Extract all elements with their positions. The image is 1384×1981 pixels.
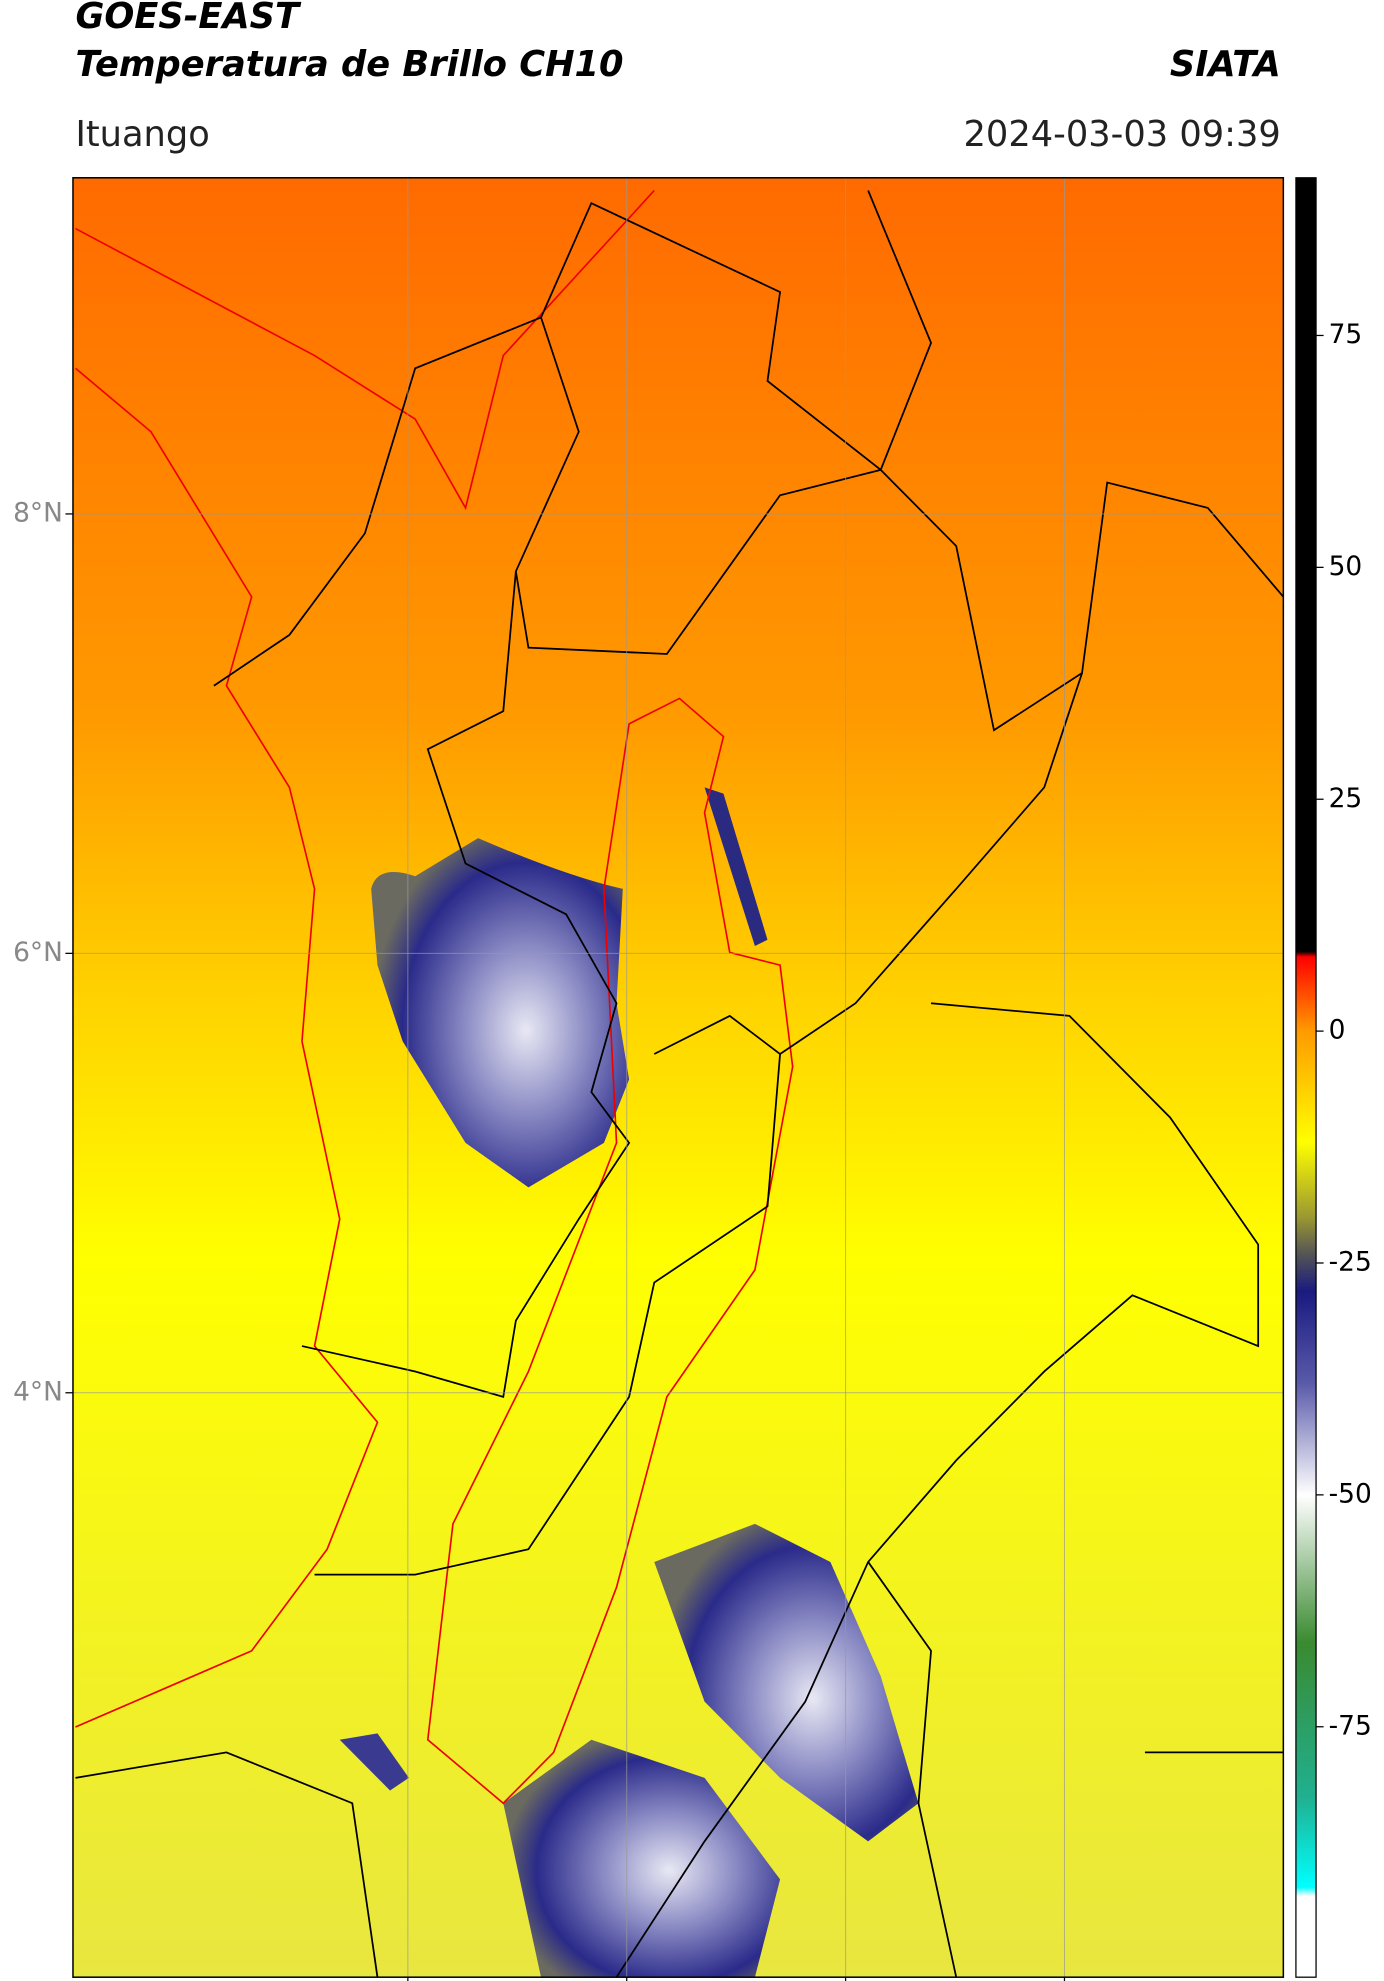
border	[213, 316, 1284, 732]
datetime: 2024-03-03 09:39	[964, 114, 1281, 155]
basin-boundary	[426, 697, 794, 1805]
subtitle: Temperatura de Brillo CH10	[75, 44, 623, 85]
border	[615, 672, 1260, 1978]
cold-cloud	[503, 1739, 781, 1978]
y-tick-label: 4°N	[13, 1376, 63, 1407]
colorbar-label: 50	[1329, 551, 1363, 582]
colorbar-label: 75	[1329, 319, 1363, 350]
colorbar-label: 25	[1329, 783, 1363, 814]
border	[301, 571, 631, 1398]
cold-cloud	[654, 1523, 919, 1842]
y-tick-label: 6°N	[13, 937, 63, 968]
cold-cloud	[704, 787, 768, 947]
border	[314, 1014, 781, 1576]
border	[540, 190, 933, 472]
title: GOES-EAST	[75, 0, 301, 37]
colorbar	[1295, 177, 1317, 1978]
colorbar-label: -75	[1329, 1710, 1372, 1741]
colorbar-label: -25	[1329, 1246, 1372, 1277]
cold-cloud	[339, 1733, 409, 1791]
cold-cloud	[371, 838, 630, 1188]
y-tick-label: 8°N	[13, 497, 63, 528]
border	[75, 1561, 1284, 1978]
coastline	[75, 189, 655, 511]
coastline	[74, 367, 379, 1728]
graticule	[72, 177, 1284, 1978]
colorbar-label: -50	[1329, 1478, 1372, 1509]
source: SIATA	[1170, 44, 1281, 85]
location: Ituango	[75, 114, 209, 155]
map-frame	[72, 177, 1285, 1978]
map	[72, 177, 1284, 1978]
temperature-field	[72, 177, 1284, 1978]
colorbar-label: 0	[1329, 1015, 1346, 1046]
